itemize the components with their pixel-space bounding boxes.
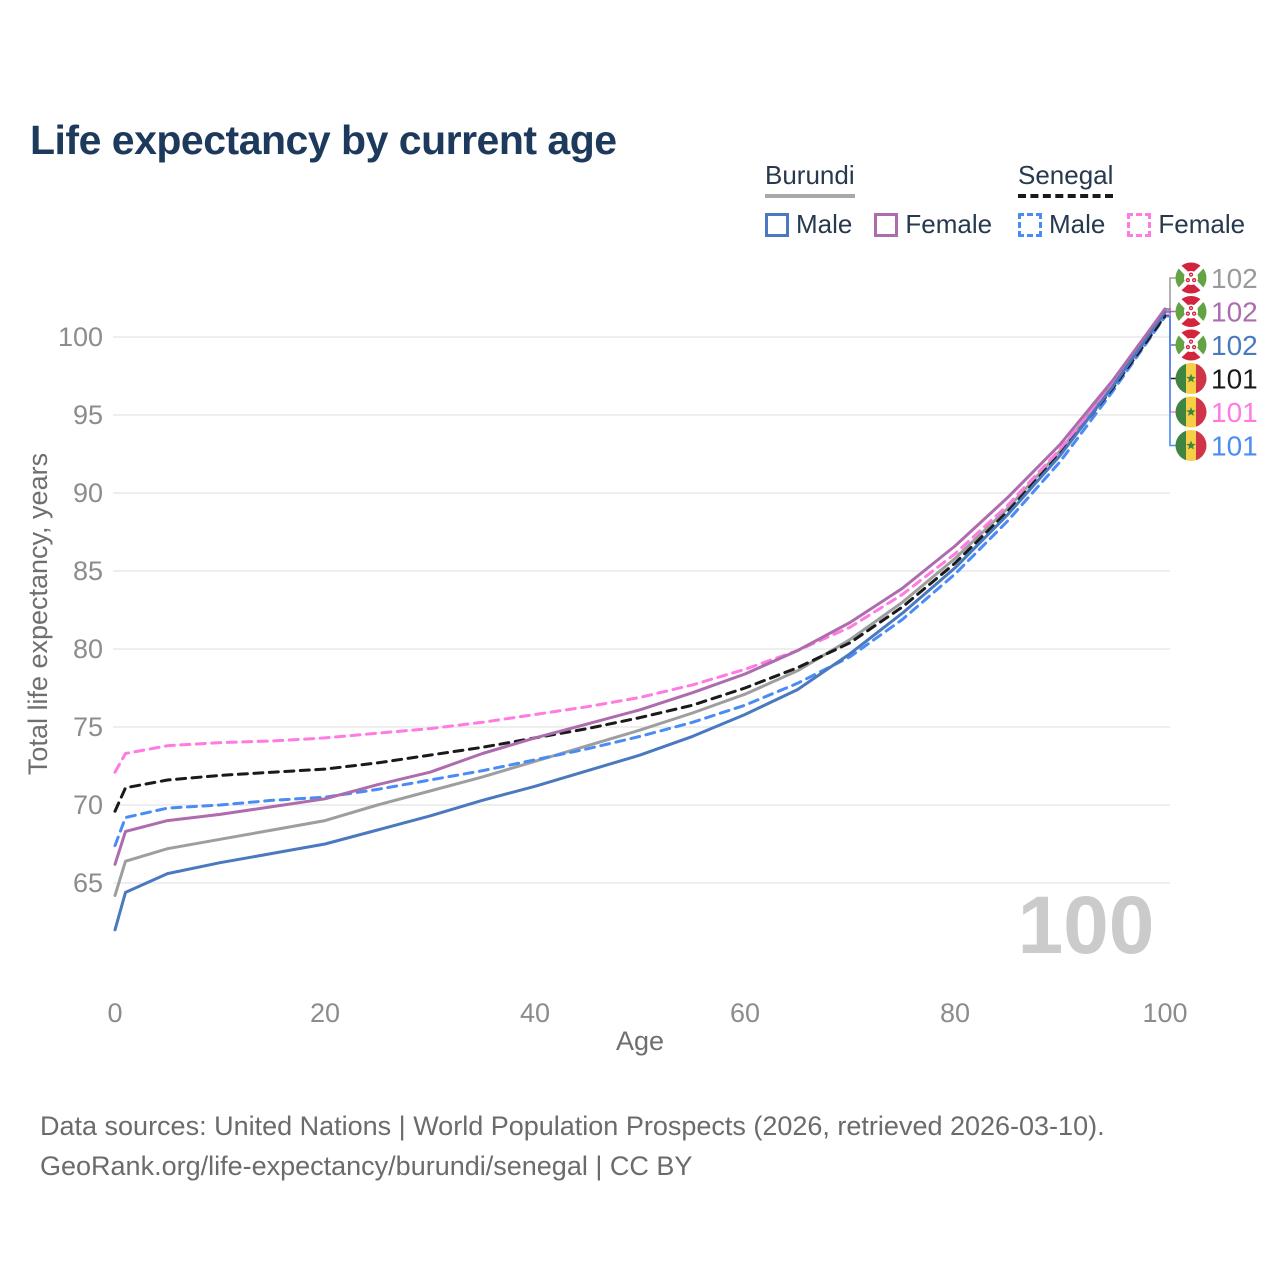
legend-group-senegal: Senegal Male Female [1018, 160, 1267, 240]
series-line-burundi-female[interactable] [113, 307, 1167, 866]
y-tick-label: 80 [73, 634, 103, 664]
x-tick-label: 80 [940, 998, 970, 1028]
end-value-label-senegal-female: 101 [1211, 397, 1258, 428]
x-tick-label: 0 [107, 998, 122, 1028]
legend-label-burundi-male: Male [796, 209, 853, 239]
footer: Data sources: United Nations | World Pop… [40, 1106, 1105, 1186]
series-line-senegal-all[interactable] [113, 314, 1167, 813]
end-label-connector [1166, 315, 1176, 447]
senegal-flag-icon [1175, 430, 1207, 461]
x-axis-title: Age [616, 1026, 664, 1056]
legend-swatch-senegal-female[interactable] [1127, 212, 1152, 237]
senegal-flag-icon [1175, 396, 1207, 428]
x-tick-label: 100 [1142, 998, 1187, 1028]
end-value-label-senegal-all: 101 [1211, 364, 1258, 395]
y-tick-label: 90 [73, 478, 103, 508]
burundi-flag-icon [1175, 296, 1207, 327]
y-tick-label: 85 [73, 556, 103, 586]
series-line-burundi-male[interactable] [113, 310, 1167, 932]
end-label-connector [1166, 308, 1176, 313]
legend-header-senegal: Senegal [1018, 160, 1114, 198]
y-axis-title: Total life expectancy, years [23, 453, 53, 775]
end-label-connector [1166, 277, 1176, 312]
x-tick-label: 40 [520, 998, 550, 1028]
x-tick-label: 20 [310, 998, 340, 1028]
series-line-senegal-female[interactable] [113, 312, 1167, 774]
series-line-burundi-all[interactable] [113, 309, 1167, 897]
y-tick-label: 75 [73, 712, 103, 742]
end-label-connector [1166, 315, 1176, 380]
footer-attribution: GeoRank.org/life-expectancy/burundi/sene… [40, 1151, 693, 1181]
legend-swatch-senegal-male[interactable] [1018, 212, 1042, 237]
y-tick-label: 70 [73, 790, 103, 820]
end-label-connector [1166, 313, 1176, 413]
x-tick-label: 60 [730, 998, 760, 1028]
age-indicator-watermark: 100 [1018, 880, 1155, 971]
end-value-label-senegal-male: 101 [1211, 431, 1258, 462]
end-value-label-burundi-female: 102 [1211, 297, 1258, 328]
footer-data-sources: Data sources: United Nations | World Pop… [40, 1111, 1105, 1141]
y-tick-label: 100 [58, 322, 103, 352]
legend-label-burundi-female: Female [905, 209, 993, 239]
burundi-flag-icon [1175, 329, 1207, 361]
legend-swatch-burundi-female[interactable] [874, 212, 899, 237]
legend-label-senegal-female: Female [1158, 209, 1246, 239]
legend-swatch-burundi-male[interactable] [765, 212, 789, 237]
page-title: Life expectancy by current age [30, 117, 617, 164]
legend-group-burundi: Burundi Male Female [765, 160, 1014, 240]
legend-label-senegal-male: Male [1049, 209, 1106, 239]
end-value-label-burundi-all: 102 [1211, 263, 1258, 294]
y-tick-label: 65 [73, 868, 103, 898]
legend-header-burundi: Burundi [765, 160, 855, 198]
y-tick-label: 95 [73, 400, 103, 430]
end-value-label-burundi-male: 102 [1211, 330, 1258, 361]
series-line-senegal-male[interactable] [113, 315, 1167, 848]
senegal-flag-icon [1175, 363, 1207, 394]
burundi-flag-icon [1175, 262, 1207, 294]
